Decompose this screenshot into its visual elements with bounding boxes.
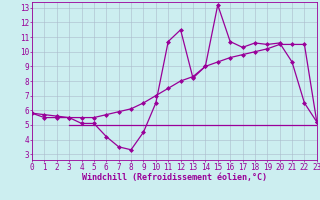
X-axis label: Windchill (Refroidissement éolien,°C): Windchill (Refroidissement éolien,°C)	[82, 173, 267, 182]
